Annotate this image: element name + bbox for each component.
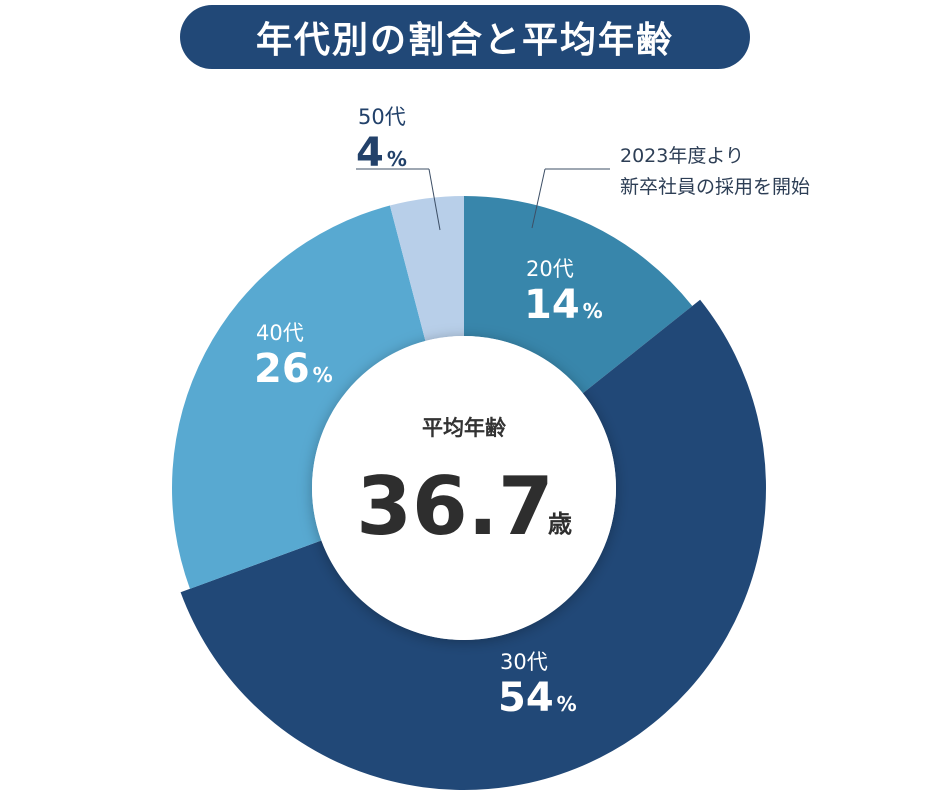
annotation-leader-note-v bbox=[531, 168, 546, 229]
donut-hole bbox=[312, 336, 616, 640]
slice-40代 bbox=[171, 205, 426, 589]
slice-label-value-0: 14% bbox=[524, 282, 603, 328]
slice-label-category-2: 40代 bbox=[256, 321, 304, 345]
slice-20代 bbox=[464, 196, 693, 394]
center-value: 36.7 bbox=[356, 460, 553, 553]
annotation-leader-50s-v bbox=[428, 168, 441, 231]
slice-30代 bbox=[180, 299, 767, 791]
slice-50代 bbox=[389, 196, 464, 341]
annotation-line-2: 新卒社員の採用を開始 bbox=[620, 176, 810, 198]
annotation-line-1: 2023年度より bbox=[620, 145, 744, 167]
slice-label-value-1: 54% bbox=[498, 675, 577, 721]
slice-label-category-0: 20代 bbox=[526, 257, 574, 281]
center-unit: 歳 bbox=[548, 510, 572, 538]
slice-label-value-3: 4% bbox=[356, 130, 407, 176]
donut-slices bbox=[171, 196, 767, 791]
slice-label-value-2: 26% bbox=[254, 346, 333, 392]
center-title: 平均年齢 bbox=[422, 416, 507, 440]
slice-label-category-1: 30代 bbox=[500, 650, 548, 674]
chart-title: 年代別の割合と平均年齢 bbox=[180, 5, 750, 69]
slice-label-category-3: 50代 bbox=[358, 105, 406, 129]
